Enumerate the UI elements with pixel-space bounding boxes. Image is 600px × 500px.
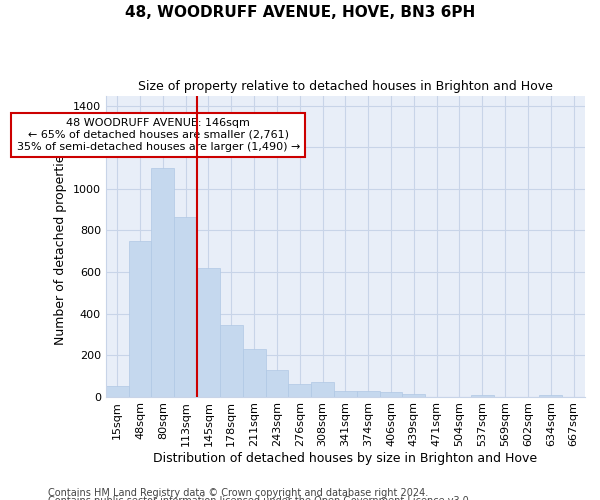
Bar [266, 370, 289, 396]
Bar [220, 325, 242, 396]
Bar [289, 384, 311, 396]
Text: Contains public sector information licensed under the Open Government Licence v3: Contains public sector information licen… [48, 496, 472, 500]
Y-axis label: Number of detached properties: Number of detached properties [54, 148, 67, 344]
Bar [471, 394, 494, 396]
Bar [357, 391, 380, 396]
Bar [197, 268, 220, 396]
X-axis label: Distribution of detached houses by size in Brighton and Hove: Distribution of detached houses by size … [154, 452, 538, 465]
Text: Contains HM Land Registry data © Crown copyright and database right 2024.: Contains HM Land Registry data © Crown c… [48, 488, 428, 498]
Bar [128, 241, 151, 396]
Bar [242, 349, 266, 397]
Bar [151, 168, 174, 396]
Text: 48 WOODRUFF AVENUE: 146sqm
← 65% of detached houses are smaller (2,761)
35% of s: 48 WOODRUFF AVENUE: 146sqm ← 65% of deta… [17, 118, 300, 152]
Text: 48, WOODRUFF AVENUE, HOVE, BN3 6PH: 48, WOODRUFF AVENUE, HOVE, BN3 6PH [125, 5, 475, 20]
Bar [403, 394, 425, 396]
Bar [106, 386, 128, 396]
Bar [380, 392, 403, 396]
Bar [334, 391, 357, 396]
Title: Size of property relative to detached houses in Brighton and Hove: Size of property relative to detached ho… [138, 80, 553, 93]
Bar [539, 394, 562, 396]
Bar [311, 382, 334, 396]
Bar [174, 217, 197, 396]
